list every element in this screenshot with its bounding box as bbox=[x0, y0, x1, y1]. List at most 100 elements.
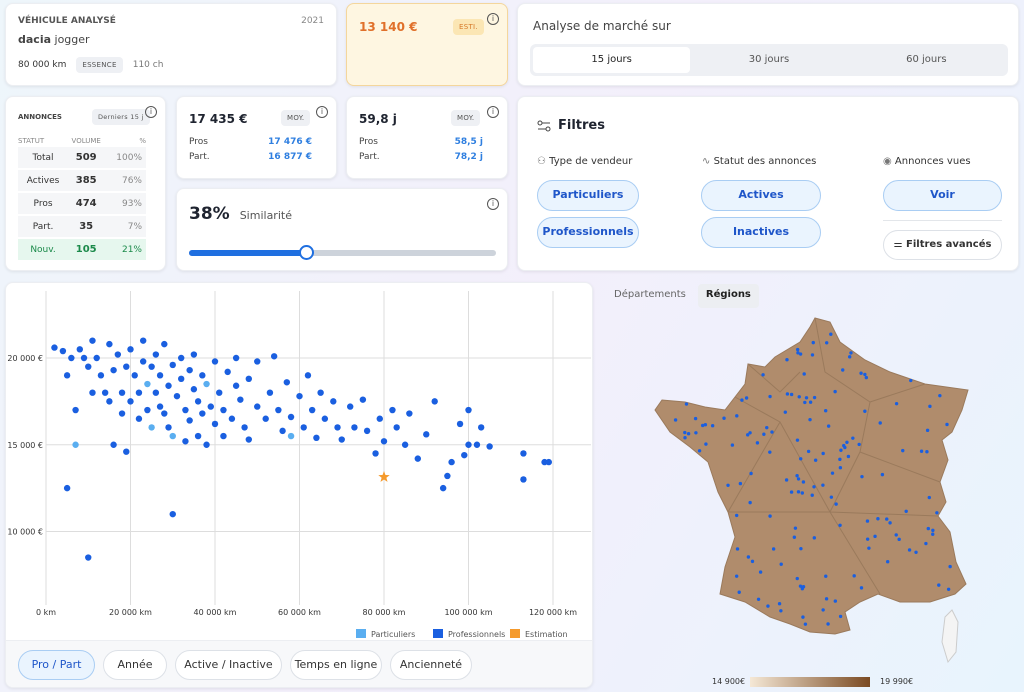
map-listing-dot[interactable] bbox=[808, 417, 812, 422]
map-listing-dot[interactable] bbox=[894, 401, 899, 406]
map-listing-dot[interactable] bbox=[799, 546, 803, 551]
info-icon[interactable]: i bbox=[487, 106, 499, 118]
map-listing-dot[interactable] bbox=[838, 614, 843, 619]
map-listing-dot[interactable] bbox=[925, 428, 930, 433]
map-listing-dot[interactable] bbox=[937, 583, 941, 587]
map-listing-dot[interactable] bbox=[697, 449, 702, 453]
map-listing-dot[interactable] bbox=[765, 425, 769, 430]
map-listing-dot[interactable] bbox=[673, 418, 678, 422]
map-listing-dot[interactable] bbox=[860, 474, 864, 479]
map-listing-dot[interactable] bbox=[777, 602, 782, 606]
info-icon[interactable]: i bbox=[316, 106, 328, 118]
map-listing-dot[interactable] bbox=[740, 398, 744, 402]
map-listing-dot[interactable] bbox=[878, 421, 882, 425]
map-listing-dot[interactable] bbox=[826, 622, 830, 626]
map-listing-dot[interactable] bbox=[821, 608, 825, 612]
map-listing-dot[interactable] bbox=[801, 585, 806, 589]
map-listing-dot[interactable] bbox=[880, 472, 885, 477]
map-listing-dot[interactable] bbox=[746, 433, 750, 437]
map-listing-dot[interactable] bbox=[834, 502, 838, 506]
map-listing-dot[interactable] bbox=[795, 474, 799, 478]
map-listing-dot[interactable] bbox=[737, 590, 741, 594]
map-listing-dot[interactable] bbox=[859, 586, 864, 590]
map-listing-dot[interactable] bbox=[885, 517, 889, 521]
map-listing-dot[interactable] bbox=[946, 587, 951, 591]
map-listing-dot[interactable] bbox=[863, 372, 867, 377]
map-listing-dot[interactable] bbox=[825, 341, 829, 345]
map-listing-dot[interactable] bbox=[801, 480, 806, 484]
tab-30-days[interactable]: 30 jours bbox=[748, 54, 790, 65]
map-listing-dot[interactable] bbox=[795, 347, 800, 352]
map-listing-dot[interactable] bbox=[838, 466, 843, 470]
map-listing-dot[interactable] bbox=[746, 555, 751, 559]
map-listing-dot[interactable] bbox=[693, 416, 698, 421]
map-listing-dot[interactable] bbox=[748, 500, 752, 505]
map-listing-dot[interactable] bbox=[710, 424, 715, 428]
map-listing-dot[interactable] bbox=[762, 432, 766, 436]
advanced-filters-button[interactable]: ⚌ Filtres avancés bbox=[883, 230, 1002, 260]
map-listing-dot[interactable] bbox=[796, 477, 801, 481]
map-listing-dot[interactable] bbox=[865, 537, 870, 541]
map-listing-dot[interactable] bbox=[824, 574, 828, 578]
map-listing-dot[interactable] bbox=[833, 599, 838, 603]
map-listing-dot[interactable] bbox=[811, 340, 815, 345]
info-icon[interactable]: i bbox=[487, 13, 499, 25]
map-listing-dot[interactable] bbox=[867, 546, 871, 550]
map-listing-dot[interactable] bbox=[686, 431, 691, 436]
map-listing-dot[interactable] bbox=[785, 358, 789, 362]
map-listing-dot[interactable] bbox=[744, 396, 749, 400]
map-listing-dot[interactable] bbox=[931, 528, 935, 533]
info-icon[interactable]: i bbox=[487, 198, 499, 210]
map-listing-dot[interactable] bbox=[863, 409, 867, 413]
map-listing-dot[interactable] bbox=[829, 495, 834, 499]
voir-button[interactable]: Voir bbox=[883, 180, 1002, 211]
filter-professionnels[interactable]: Professionnels bbox=[537, 217, 639, 248]
map-listing-dot[interactable] bbox=[738, 481, 743, 486]
map-listing-dot[interactable] bbox=[885, 560, 890, 564]
map-listing-dot[interactable] bbox=[810, 493, 814, 497]
map-listing-dot[interactable] bbox=[704, 442, 708, 446]
map-listing-dot[interactable] bbox=[768, 514, 772, 518]
map-listing-dot[interactable] bbox=[803, 622, 808, 626]
map-listing-dot[interactable] bbox=[821, 451, 825, 456]
map-listing-dot[interactable] bbox=[734, 513, 739, 518]
map-listing-dot[interactable] bbox=[799, 457, 803, 461]
map-listing-dot[interactable] bbox=[873, 534, 877, 539]
map-listing-dot[interactable] bbox=[683, 430, 687, 435]
france-map[interactable] bbox=[600, 312, 1020, 672]
map-listing-dot[interactable] bbox=[795, 576, 799, 581]
map-listing-dot[interactable] bbox=[810, 353, 815, 357]
map-listing-dot[interactable] bbox=[935, 511, 939, 515]
map-listing-dot[interactable] bbox=[750, 559, 755, 564]
map-listing-dot[interactable] bbox=[813, 458, 818, 462]
map-listing-dot[interactable] bbox=[838, 523, 842, 527]
map-listing-dot[interactable] bbox=[907, 548, 912, 552]
map-listing-dot[interactable] bbox=[842, 443, 846, 448]
chart-mode-3[interactable]: Temps en ligne bbox=[290, 650, 382, 680]
map-listing-dot[interactable] bbox=[694, 431, 698, 435]
map-listing-dot[interactable] bbox=[901, 448, 905, 453]
map-listing-dot[interactable] bbox=[812, 485, 816, 489]
map-listing-dot[interactable] bbox=[838, 457, 842, 462]
map-listing-dot[interactable] bbox=[722, 416, 726, 420]
map-listing-dot[interactable] bbox=[926, 526, 931, 531]
map-listing-dot[interactable] bbox=[770, 430, 774, 434]
map-listing-dot[interactable] bbox=[851, 436, 855, 440]
map-listing-dot[interactable] bbox=[857, 442, 861, 447]
map-listing-dot[interactable] bbox=[766, 604, 770, 608]
map-listing-dot[interactable] bbox=[779, 609, 783, 613]
map-listing-dot[interactable] bbox=[812, 536, 817, 540]
similarity-slider[interactable] bbox=[189, 245, 496, 260]
map-listing-dot[interactable] bbox=[798, 352, 803, 356]
map-listing-dot[interactable] bbox=[683, 436, 687, 440]
map-listing-dot[interactable] bbox=[801, 615, 805, 619]
map-listing-dot[interactable] bbox=[821, 483, 825, 487]
filter-particuliers[interactable]: Particuliers bbox=[537, 180, 639, 211]
map-listing-dot[interactable] bbox=[735, 547, 740, 551]
map-listing-dot[interactable] bbox=[925, 450, 929, 454]
map-listing-dot[interactable] bbox=[684, 402, 689, 406]
map-listing-dot[interactable] bbox=[783, 410, 788, 414]
map-listing-dot[interactable] bbox=[726, 483, 730, 488]
map-listing-dot[interactable] bbox=[806, 449, 811, 454]
map-listing-dot[interactable] bbox=[909, 378, 913, 383]
